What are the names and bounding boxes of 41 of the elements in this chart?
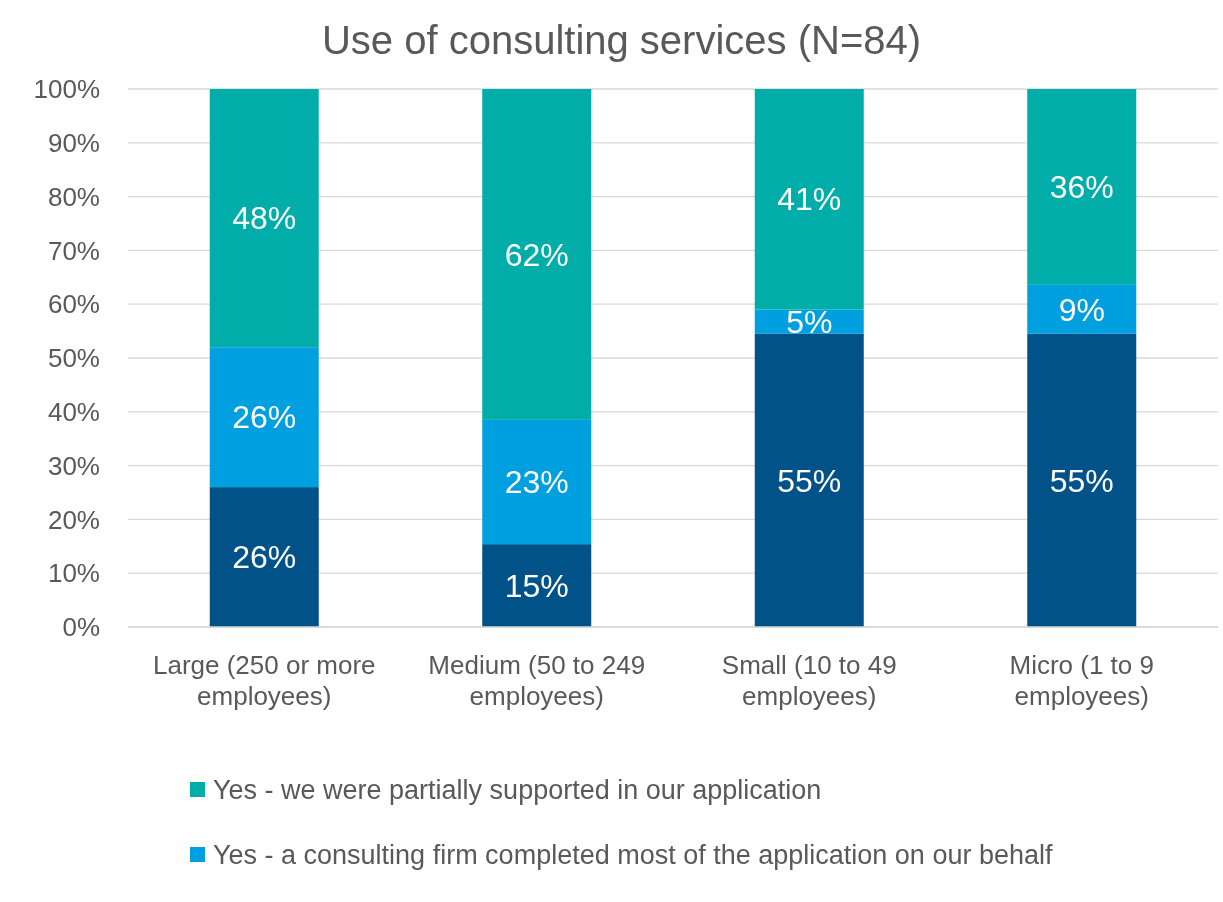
y-tick-label: 90% [47,127,100,158]
bar [209,487,319,627]
x-tick-label: Large (250 or more employees) [152,650,376,712]
y-tick-label: 40% [47,396,100,427]
legend-label: Yes - we were partially supported in our application [213,775,822,806]
bar [1027,89,1137,285]
data-label: 9% [1058,291,1105,328]
y-tick-label: 50% [47,343,100,374]
bar [482,419,592,545]
y-tick-label: 10% [47,558,100,589]
y-tick-label: 60% [47,289,100,320]
data-label: 26% [232,399,297,436]
bar [209,89,319,348]
bar [754,89,864,310]
data-label: 48% [232,200,297,237]
data-label: 36% [1049,169,1114,206]
data-label: 26% [232,539,297,576]
bar [1027,284,1137,334]
y-tick-label: 100% [33,74,100,105]
bar [482,544,592,627]
bar [754,333,864,627]
bar [209,347,319,488]
bar [1027,333,1137,627]
data-label: 23% [504,464,569,501]
bar [482,89,592,420]
y-tick-label: 70% [47,235,100,266]
y-tick-label: 20% [47,504,100,535]
data-label: 41% [777,181,842,218]
data-label: 62% [504,236,569,273]
x-tick-label: Medium (50 to 249 employees) [428,650,646,712]
data-label: 55% [777,462,842,499]
legend-label: Yes - a consulting firm completed most of the application on our behalf [213,840,1053,871]
data-label: 15% [504,567,569,604]
data-label: 55% [1049,462,1114,499]
y-tick-label: 0% [62,612,100,643]
chart-title: Use of consulting services (N=84) [321,18,922,62]
data-label: 5% [786,303,833,340]
x-tick-label: Small (10 to 49 employees) [721,650,897,712]
y-tick-label: 80% [47,181,100,212]
x-tick-label: Micro (1 to 9 employees) [1009,650,1154,712]
y-tick-label: 30% [47,450,100,481]
